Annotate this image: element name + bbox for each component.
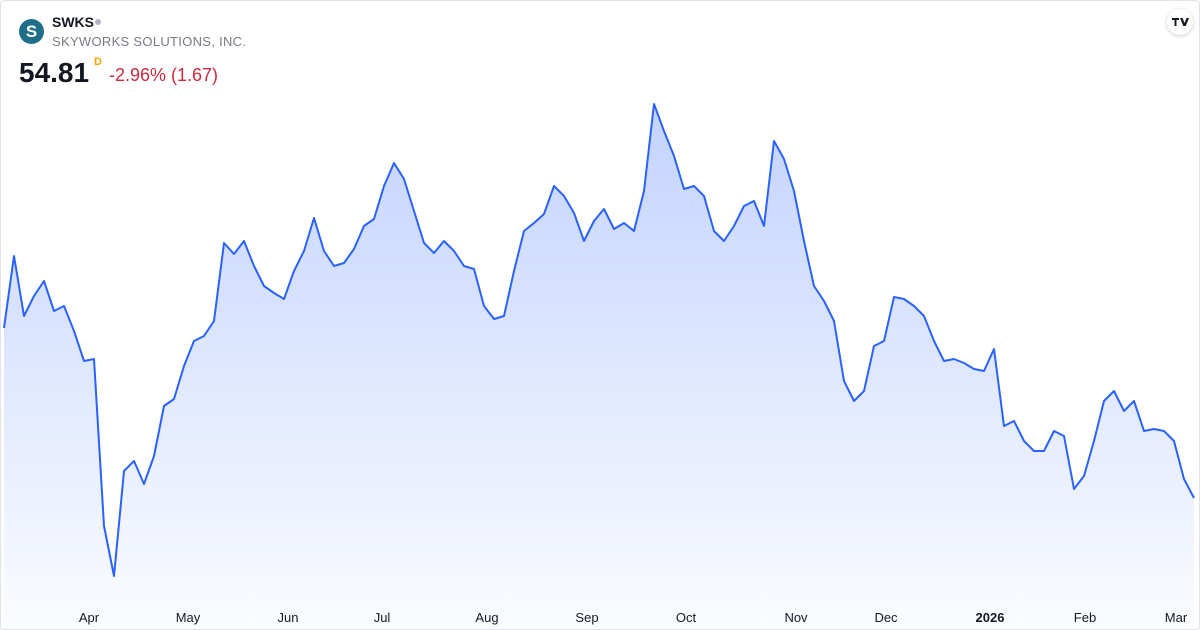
logo: S: [19, 19, 44, 44]
area: [4, 104, 1194, 629]
interval: D: [94, 56, 102, 68]
tv-glyph: [1172, 18, 1189, 26]
tradingview-logo[interactable]: [1167, 9, 1193, 35]
symbol[interactable]: SWKS: [52, 14, 94, 30]
company-name: SKYWORKS SOLUTIONS, INC.: [52, 34, 247, 49]
tv-icon: [1172, 18, 1189, 26]
price: 54.81: [19, 57, 90, 88]
line: [3, 103, 1195, 577]
status-dot: [95, 19, 101, 25]
change: -2.96% (1.67): [109, 65, 219, 85]
